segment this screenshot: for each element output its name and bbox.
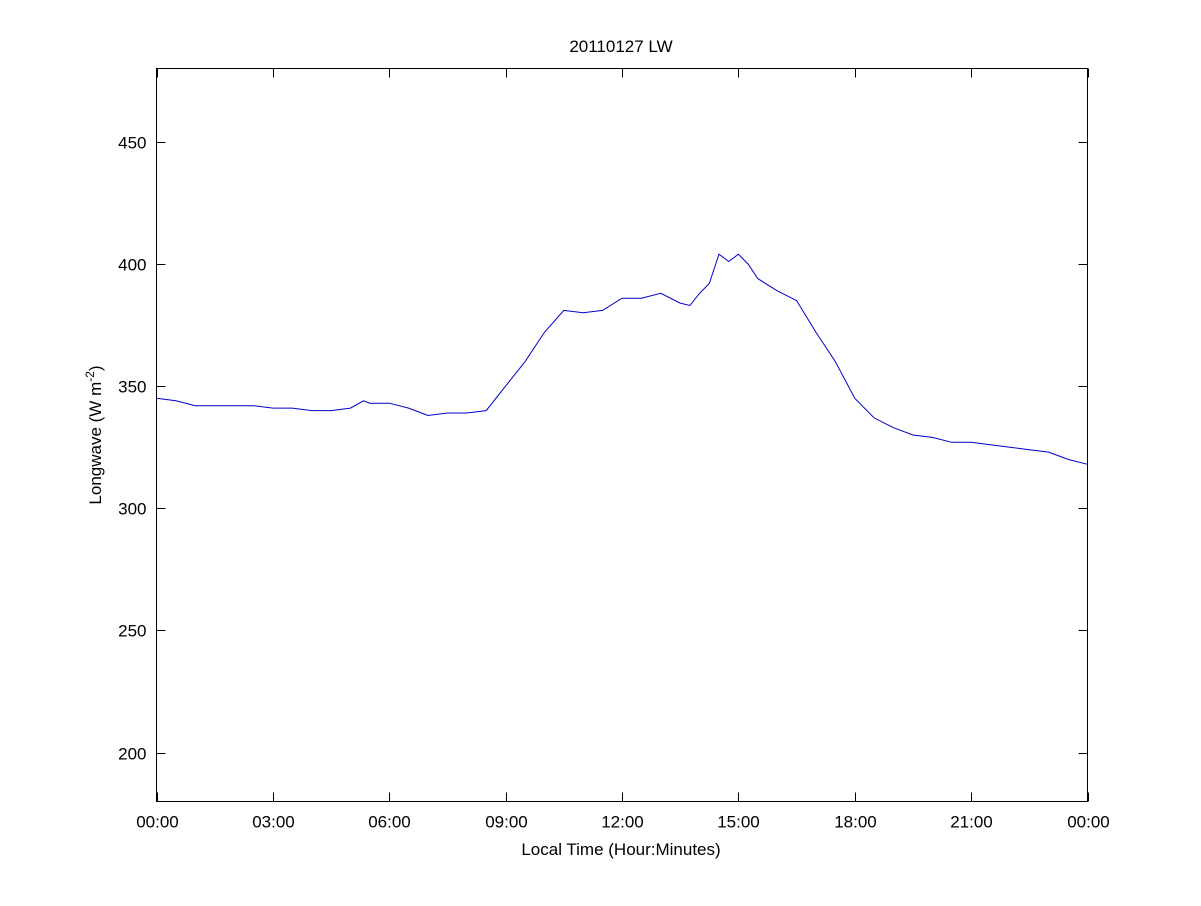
y-tick-label: 450: [118, 134, 146, 153]
y-axis-label: Longwave (W m-2): [83, 365, 105, 504]
x-tick-label: 12:00: [601, 813, 644, 832]
x-tick-label: 21:00: [950, 813, 993, 832]
y-tick-label: 250: [118, 622, 146, 641]
x-tick-label: 15:00: [717, 813, 760, 832]
x-tick-label: 09:00: [485, 813, 528, 832]
y-tick-label: 350: [118, 378, 146, 397]
x-tick-label: 00:00: [1067, 813, 1110, 832]
x-tick-label: 06:00: [368, 813, 411, 832]
x-tick-label: 18:00: [834, 813, 877, 832]
y-tick-label: 300: [118, 500, 146, 519]
y-tick-label: 200: [118, 745, 146, 764]
y-axis-label-main: Longwave (W m: [86, 382, 105, 505]
y-axis-label-close: ): [86, 365, 105, 371]
y-axis-label-sup: -2: [83, 371, 97, 382]
x-tick-label: 00:00: [136, 813, 179, 832]
plot-area: [156, 68, 1088, 802]
x-tick-label: 03:00: [252, 813, 295, 832]
x-axis-label: Local Time (Hour:Minutes): [521, 840, 720, 859]
series-line-longwave: [156, 253, 1088, 465]
y-tick-label: 400: [118, 256, 146, 275]
chart-title: 20110127 LW: [569, 37, 672, 56]
